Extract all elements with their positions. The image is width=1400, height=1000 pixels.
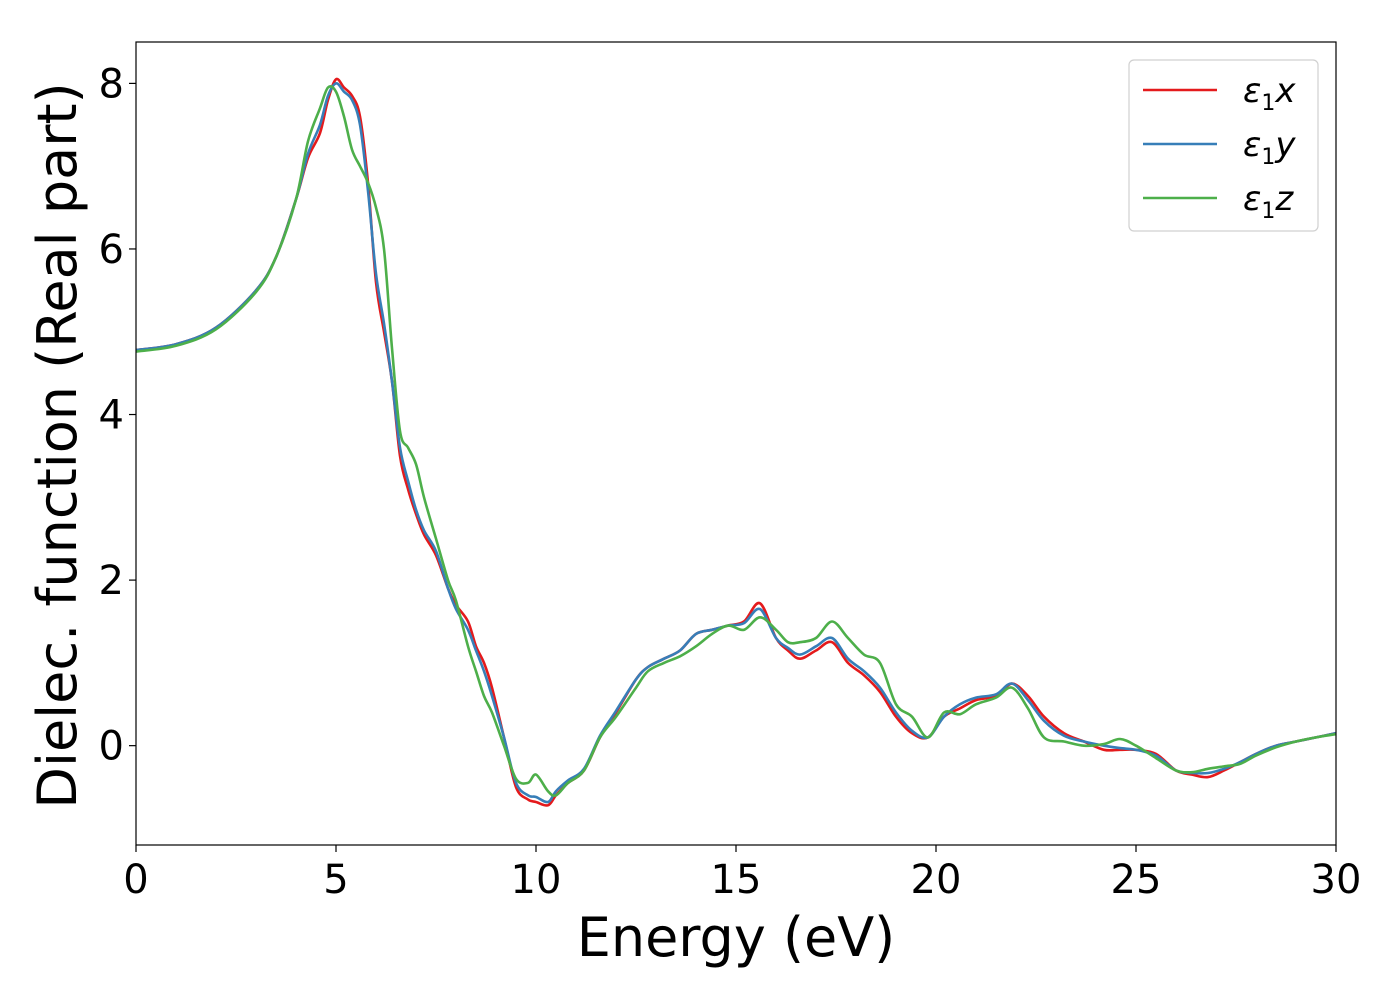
x-tick-label: 30 xyxy=(1311,857,1362,903)
x-tick-label: 25 xyxy=(1111,857,1162,903)
legend: ε1x ε1y ε1z xyxy=(1128,59,1319,232)
y-axis: 0 2 4 6 8 xyxy=(99,61,136,770)
y-tick-label: 2 xyxy=(99,558,124,604)
y-tick-label: 6 xyxy=(99,227,124,273)
y-tick-label: 8 xyxy=(99,61,124,107)
y-axis-label: Dielec. function (Real part) xyxy=(26,82,89,808)
x-axis: 0 5 10 15 20 25 30 xyxy=(123,845,1361,903)
x-tick-label: 5 xyxy=(323,857,348,903)
legend-box xyxy=(1128,59,1319,232)
legend-label-x: ε1x xyxy=(1243,71,1296,116)
series-layer xyxy=(136,77,1336,807)
y-tick-label: 0 xyxy=(99,724,124,770)
x-axis-label: Energy (eV) xyxy=(577,906,896,969)
x-tick-label: 15 xyxy=(711,857,762,903)
legend-label-z: ε1z xyxy=(1243,179,1294,224)
legend-label-y: ε1y xyxy=(1243,125,1296,170)
y-tick-label: 4 xyxy=(99,393,124,439)
x-tick-label: 0 xyxy=(123,857,148,903)
x-tick-label: 10 xyxy=(511,857,562,903)
x-tick-label: 20 xyxy=(911,857,962,903)
series-line-z xyxy=(136,85,1336,798)
